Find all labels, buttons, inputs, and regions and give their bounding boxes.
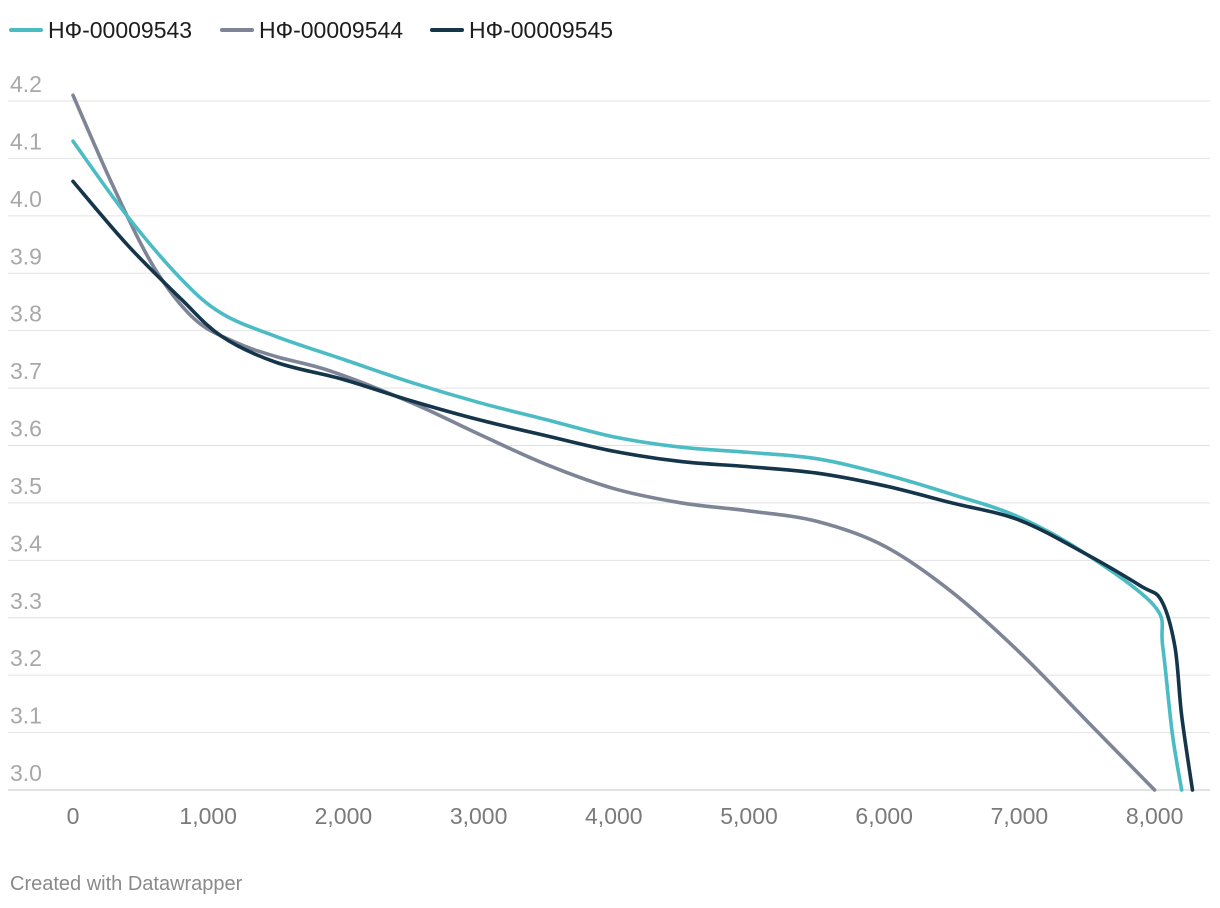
y-tick-label: 4.1	[10, 128, 42, 154]
legend-label: НФ-00009545	[469, 17, 613, 43]
x-tick-label: 7,000	[991, 803, 1049, 829]
x-tick-label: 6,000	[855, 803, 913, 829]
x-tick-label: 4,000	[585, 803, 643, 829]
y-tick-label: 4.0	[10, 186, 42, 212]
footer-credit: Created with Datawrapper	[10, 873, 243, 895]
x-tick-label: 5,000	[720, 803, 778, 829]
y-tick-label: 3.4	[10, 530, 42, 556]
y-axis-tick-labels: 3.0 3.1 3.2 3.3 3.4 3.5 3.6 3.7 3.8 3.9 4.0 4.1 4.2	[10, 71, 42, 786]
y-tick-label: 3.9	[10, 243, 42, 269]
chart-series-lines	[71, 93, 1195, 792]
y-tick-label: 3.6	[10, 416, 42, 442]
x-tick-label: 8,000	[1126, 803, 1184, 829]
y-tick-label: 3.8	[10, 301, 42, 327]
chart-legend: НФ-00009543 НФ-00009544 НФ-00009545	[9, 17, 613, 43]
series-line-3	[71, 179, 1195, 792]
y-tick-label: 3.1	[10, 703, 42, 729]
series-line-1	[71, 139, 1184, 792]
y-tick-label: 3.2	[10, 645, 42, 671]
legend-label: НФ-00009544	[259, 17, 403, 43]
y-tick-label: 3.7	[10, 358, 42, 384]
y-tick-label: 3.3	[10, 588, 42, 614]
x-tick-label: 2,000	[315, 803, 373, 829]
y-tick-label: 3.5	[10, 473, 42, 499]
chart-grid	[8, 100, 1210, 791]
x-axis-tick-labels: 0 1,000 2,000 3,000 4,000 5,000 6,000 7,000 8,00…	[67, 803, 1184, 829]
x-tick-label: 3,000	[450, 803, 508, 829]
legend-label: НФ-00009543	[48, 17, 192, 43]
y-tick-label: 4.2	[10, 71, 42, 97]
y-tick-label: 3.0	[10, 760, 42, 786]
x-tick-label: 1,000	[179, 803, 237, 829]
series-line-2	[71, 93, 1157, 792]
x-tick-label: 0	[67, 803, 80, 829]
